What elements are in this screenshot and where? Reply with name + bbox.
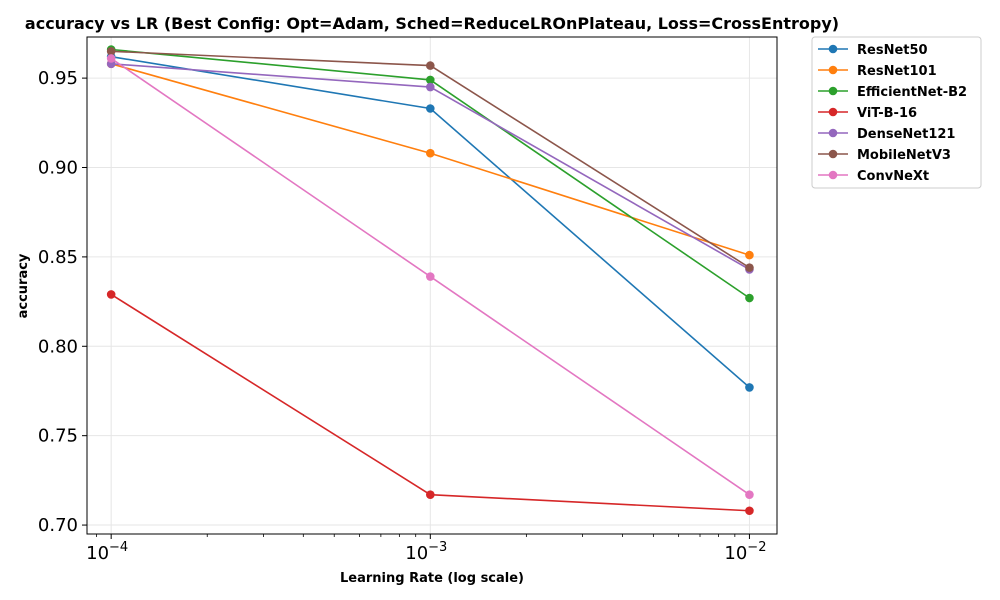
legend-label: MobileNetV3	[857, 148, 951, 163]
legend-marker	[828, 107, 838, 117]
legend-label: ConvNeXt	[857, 169, 929, 184]
data-point-resnet101	[745, 250, 754, 260]
legend-marker	[828, 170, 838, 180]
x-tick-label: 10−3	[405, 540, 447, 564]
data-point-efficientnet-b2	[426, 75, 435, 85]
legend-label: ResNet50	[857, 43, 928, 58]
data-point-resnet101	[426, 148, 435, 158]
data-point-convnext	[745, 490, 754, 499]
legend-label: DenseNet121	[857, 127, 955, 142]
plot-area: 0.70 0.75 0.80 0.85 0.90 0.95 10−4 10−3 10−2	[38, 36, 778, 564]
legend-marker	[828, 149, 838, 159]
data-point-resnet50	[745, 383, 754, 392]
legend: ResNet50 ResNet101 EfficientNet-B2 ViT-B-16…	[811, 36, 982, 189]
data-point-convnext	[426, 272, 435, 281]
data-point-mobilenetv3	[745, 263, 754, 272]
chart-title: accuracy vs LR (Best Config: Opt=Adam, S…	[25, 14, 839, 33]
legend-item-convnext: ConvNeXt	[818, 169, 929, 184]
legend-marker	[828, 65, 838, 75]
data-point-mobilenetv3	[426, 61, 435, 70]
data-point-efficientnet-b2	[745, 293, 754, 303]
data-point-vit-b-16	[106, 290, 116, 299]
series-layer	[106, 45, 754, 516]
axis-ticks: 0.70 0.75 0.80 0.85 0.90 0.95 10−4 10−3 10−2	[38, 68, 767, 564]
data-point-convnext	[106, 54, 116, 63]
x-axis-label: Learning Rate (log scale)	[340, 571, 524, 586]
legend-marker	[828, 128, 838, 138]
x-tick-label: 10−2	[724, 540, 766, 564]
data-point-densenet121	[426, 82, 435, 92]
data-point-vit-b-16	[426, 490, 435, 499]
legend-item-resnet101: ResNet101	[818, 64, 937, 79]
y-tick-label: 0.90	[38, 158, 78, 179]
y-tick-label: 0.75	[38, 426, 78, 447]
legend-item-vit-b-16: ViT-B-16	[818, 106, 917, 121]
x-tick-label: 10−4	[86, 540, 128, 564]
data-point-mobilenetv3	[106, 47, 116, 56]
legend-marker	[828, 86, 838, 96]
data-point-vit-b-16	[745, 506, 754, 516]
y-tick-label: 0.80	[38, 336, 78, 357]
legend-label: ResNet101	[857, 64, 937, 79]
legend-label: ViT-B-16	[857, 106, 917, 121]
legend-marker	[828, 44, 838, 54]
legend-frame	[811, 36, 982, 189]
legend-item-mobilenetv3: MobileNetV3	[818, 148, 951, 163]
y-tick-label: 0.70	[38, 515, 78, 536]
series-vit-b-16	[106, 290, 754, 516]
y-tick-label: 0.95	[38, 68, 78, 89]
plot-frame	[86, 36, 778, 535]
y-axis-label: accuracy	[16, 253, 31, 318]
legend-item-densenet121: DenseNet121	[818, 127, 955, 142]
series-mobilenetv3	[106, 47, 754, 272]
legend-item-efficientnet-b2: EfficientNet-B2	[818, 85, 967, 100]
y-tick-label: 0.85	[38, 247, 78, 268]
legend-label: EfficientNet-B2	[857, 85, 967, 100]
legend-item-resnet50: ResNet50	[818, 43, 928, 58]
data-point-resnet50	[426, 104, 435, 113]
series-convnext	[106, 54, 754, 499]
